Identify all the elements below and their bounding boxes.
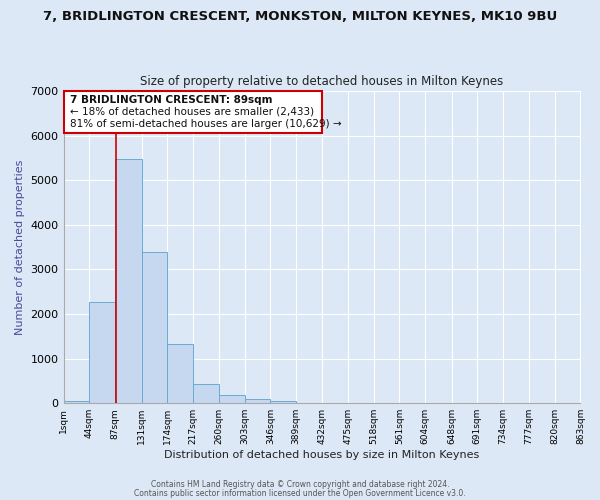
Bar: [89, 302, 115, 403]
Bar: [219, 396, 245, 403]
Text: ← 18% of detached houses are smaller (2,433): ← 18% of detached houses are smaller (2,…: [70, 106, 314, 117]
X-axis label: Distribution of detached houses by size in Milton Keynes: Distribution of detached houses by size …: [164, 450, 479, 460]
Title: Size of property relative to detached houses in Milton Keynes: Size of property relative to detached ho…: [140, 76, 503, 88]
Y-axis label: Number of detached properties: Number of detached properties: [15, 160, 25, 335]
Text: 81% of semi-detached houses are larger (10,629) →: 81% of semi-detached houses are larger (…: [70, 119, 341, 129]
Bar: [142, 252, 167, 403]
Bar: [167, 344, 193, 403]
Text: Contains public sector information licensed under the Open Government Licence v3: Contains public sector information licen…: [134, 489, 466, 498]
Bar: [64, 91, 322, 134]
Text: Contains HM Land Registry data © Crown copyright and database right 2024.: Contains HM Land Registry data © Crown c…: [151, 480, 449, 489]
Bar: [115, 159, 142, 403]
Text: 7, BRIDLINGTON CRESCENT, MONKSTON, MILTON KEYNES, MK10 9BU: 7, BRIDLINGTON CRESCENT, MONKSTON, MILTO…: [43, 10, 557, 23]
Bar: [193, 384, 219, 403]
Bar: [271, 401, 296, 403]
Bar: [245, 398, 271, 403]
Text: 7 BRIDLINGTON CRESCENT: 89sqm: 7 BRIDLINGTON CRESCENT: 89sqm: [70, 94, 272, 104]
Bar: [64, 401, 89, 403]
